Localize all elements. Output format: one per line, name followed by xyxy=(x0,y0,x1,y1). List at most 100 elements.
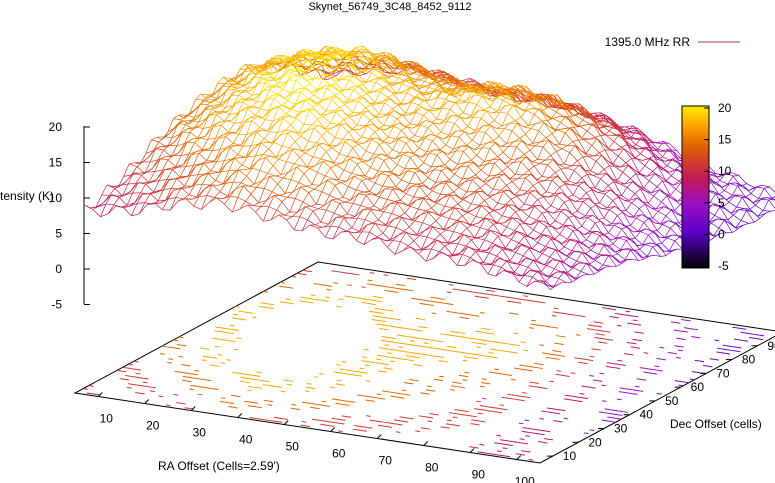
mesh-line xyxy=(449,150,456,160)
mesh-line xyxy=(501,166,508,172)
mesh-line xyxy=(226,120,235,124)
mesh-line xyxy=(644,165,653,172)
mesh-line xyxy=(365,150,374,155)
mesh-line xyxy=(629,131,635,134)
mesh-line xyxy=(671,209,678,215)
contour-segment xyxy=(417,329,423,332)
mesh-line xyxy=(207,137,216,140)
contour-segment xyxy=(391,391,397,394)
contour-segment xyxy=(485,328,491,331)
mesh-line xyxy=(419,70,428,78)
mesh-line xyxy=(512,158,519,163)
contour-segment xyxy=(344,369,350,371)
mesh-line xyxy=(425,68,434,77)
mesh-line xyxy=(145,150,154,154)
mesh-line xyxy=(631,158,640,174)
contour-segment xyxy=(440,426,446,429)
mesh-line xyxy=(662,149,669,158)
mesh-line xyxy=(284,63,291,66)
mesh-line xyxy=(275,84,284,90)
mesh-line xyxy=(493,135,500,141)
mesh-line xyxy=(287,100,296,105)
contour-segment xyxy=(455,424,461,427)
mesh-line xyxy=(294,91,302,105)
mesh-line xyxy=(344,63,351,71)
contour-segment xyxy=(395,283,401,286)
mesh-line xyxy=(214,110,223,113)
mesh-line xyxy=(577,156,584,162)
mesh-line xyxy=(401,129,410,140)
contour-segment xyxy=(464,371,470,374)
contour-segment xyxy=(450,350,456,352)
mesh-line xyxy=(655,141,664,143)
mesh-line xyxy=(313,89,320,96)
mesh-line xyxy=(638,258,644,261)
contour-segment xyxy=(458,413,464,416)
mesh-line xyxy=(657,166,664,170)
mesh-line xyxy=(299,60,306,70)
mesh-line xyxy=(753,199,762,204)
mesh-line xyxy=(307,77,316,81)
contour-segment xyxy=(736,346,742,349)
mesh-line xyxy=(762,199,770,211)
mesh-line xyxy=(316,62,324,64)
mesh-line xyxy=(580,113,587,117)
contour-segment xyxy=(228,332,234,335)
mesh-line xyxy=(452,164,459,171)
mesh-line xyxy=(158,136,165,143)
mesh-line xyxy=(579,217,588,220)
mesh-line xyxy=(501,113,508,127)
contour-segment xyxy=(636,323,642,326)
mesh-line xyxy=(546,191,555,195)
mesh-line xyxy=(578,185,587,193)
contour-segment xyxy=(309,298,315,300)
mesh-line xyxy=(643,255,650,260)
contour-segment xyxy=(394,326,399,328)
mesh-line xyxy=(558,163,565,165)
contour-segment xyxy=(487,355,493,358)
mesh-line xyxy=(386,108,393,115)
contour-segment xyxy=(375,362,380,364)
mesh-line xyxy=(454,94,463,98)
mesh-line xyxy=(406,167,413,172)
mesh-line xyxy=(483,175,490,183)
mesh-line xyxy=(512,92,521,102)
mesh-line xyxy=(194,104,201,118)
mesh-line xyxy=(362,81,369,85)
contour-segment xyxy=(736,327,742,330)
mesh-line xyxy=(397,77,406,82)
mesh-line xyxy=(326,87,336,96)
mesh-line xyxy=(418,138,426,149)
mesh-line xyxy=(337,67,346,70)
contour-segment xyxy=(539,417,545,420)
contour-segment xyxy=(601,400,607,402)
mesh-line xyxy=(592,123,601,136)
contour-segment xyxy=(264,302,270,305)
contour-segment xyxy=(551,353,557,356)
mesh-line xyxy=(643,222,652,232)
mesh-line xyxy=(487,97,494,102)
mesh-line xyxy=(497,105,506,112)
mesh-line xyxy=(666,234,673,239)
mesh-line xyxy=(265,82,274,88)
mesh-line xyxy=(297,67,306,75)
contour-segment xyxy=(539,344,545,346)
mesh-line xyxy=(506,141,515,145)
mesh-line xyxy=(405,112,414,114)
mesh-line xyxy=(246,120,253,135)
mesh-line xyxy=(598,115,604,119)
contour-segment xyxy=(419,302,425,305)
contour-segment xyxy=(694,359,700,362)
contour-segment xyxy=(555,412,560,415)
mesh-line xyxy=(498,128,505,137)
mesh-line xyxy=(247,77,254,89)
mesh-line xyxy=(350,63,359,75)
contour-segment xyxy=(213,388,219,391)
mesh-line xyxy=(449,102,456,110)
contour-segment xyxy=(589,375,594,377)
mesh-line xyxy=(375,153,382,157)
contour-segment xyxy=(178,355,184,358)
contour-segment xyxy=(513,367,519,370)
mesh-line xyxy=(383,125,392,127)
contour-segment xyxy=(387,352,393,355)
